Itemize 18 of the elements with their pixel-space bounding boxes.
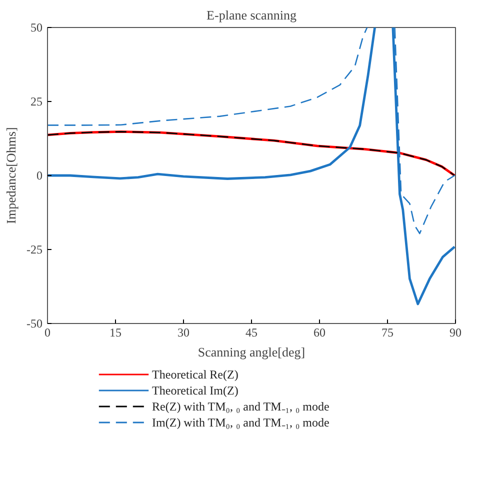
legend-label: Im(Z) with TM₀, ₀ and TM₋₁, ₀ mode	[152, 416, 330, 430]
x-tick-label: 75	[382, 326, 394, 340]
y-tick-label: 25	[30, 94, 42, 108]
legend-label: Theoretical Im(Z)	[152, 384, 238, 398]
legend-label: Theoretical Re(Z)	[152, 368, 238, 382]
x-axis-title: Scanning angle[deg]	[198, 344, 306, 360]
x-tick-label: 30	[178, 326, 190, 340]
legend-label: Re(Z) with TM₀, ₀ and TM₋₁, ₀ mode	[152, 400, 330, 414]
x-tick-label: 15	[110, 326, 122, 340]
x-tick-label: 60	[314, 326, 326, 340]
y-tick-label: 50	[30, 20, 42, 34]
y-tick-label: -25	[26, 242, 43, 256]
y-axis-title: Impedance[Ohms]	[4, 127, 19, 224]
y-tick-label: 0	[36, 168, 42, 182]
chart-title: E-plane scanning	[206, 8, 297, 22]
x-tick-label: 45	[246, 326, 258, 340]
x-tick-label: 90	[450, 326, 462, 340]
y-tick-label: -50	[26, 316, 43, 330]
